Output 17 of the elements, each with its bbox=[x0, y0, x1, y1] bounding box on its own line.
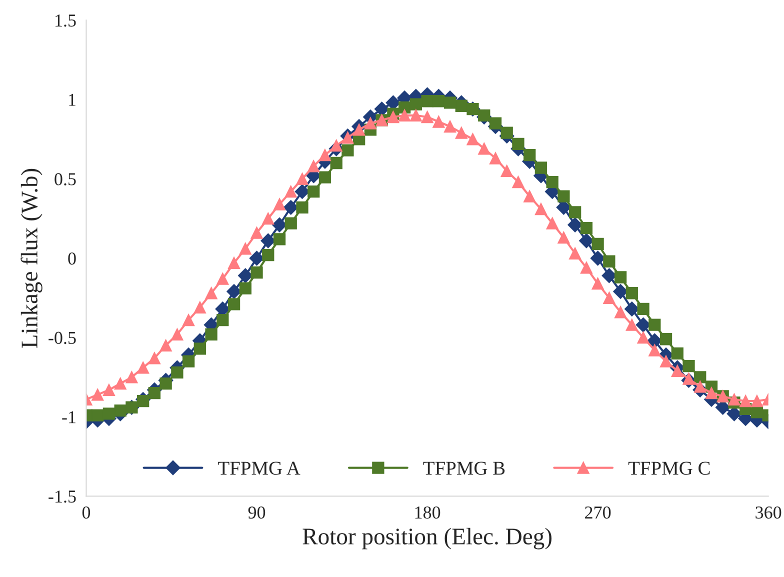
y-tick-label: -1 bbox=[62, 411, 76, 424]
legend-label: TFPMG C bbox=[628, 462, 710, 475]
y-tick-label: 1.5 bbox=[56, 14, 76, 27]
x-axis-title: Rotor position (Elec. Deg) bbox=[302, 528, 552, 550]
legend-label: TFPMG A bbox=[218, 462, 300, 475]
y-tick-label: 0.5 bbox=[54, 173, 76, 186]
x-tick-label: 0 bbox=[82, 506, 90, 519]
y-tick-label: 1 bbox=[69, 94, 76, 106]
y-tick-label: -0.5 bbox=[48, 332, 76, 344]
y-tick-label: -1.5 bbox=[48, 490, 76, 503]
x-tick-label: 90 bbox=[248, 506, 266, 519]
legend-label: TFPMG B bbox=[423, 462, 505, 475]
y-tick-label: 0 bbox=[68, 252, 76, 265]
y-axis-title: Linkage flux (W.b) bbox=[20, 168, 42, 348]
x-tick-label: 270 bbox=[585, 506, 611, 519]
x-tick-label: 180 bbox=[415, 506, 440, 519]
x-tick-label: 360 bbox=[756, 506, 782, 519]
